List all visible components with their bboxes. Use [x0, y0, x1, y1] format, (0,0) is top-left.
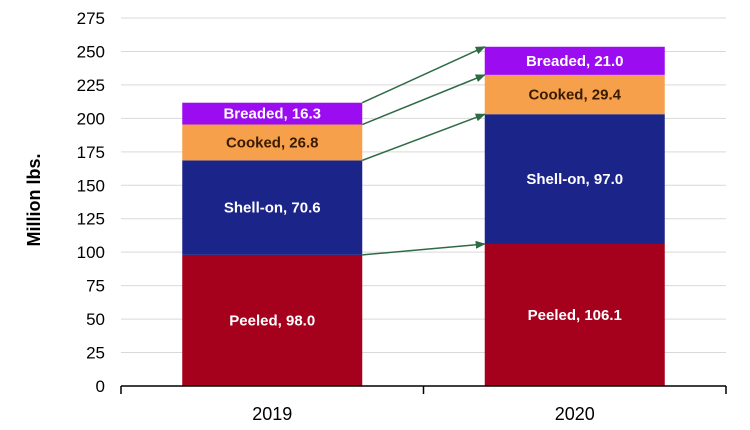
- y-tick-label: 25: [86, 344, 105, 363]
- bar-segment: [182, 102, 363, 125]
- change-arrows: [361, 46, 486, 256]
- y-tick-label: 50: [86, 310, 105, 329]
- data-label: Cooked, 26.8: [226, 134, 319, 151]
- x-tick-label: 2019: [252, 404, 292, 424]
- bar-segment: [182, 124, 363, 161]
- change-arrow: [362, 240, 486, 256]
- change-arrow: [361, 74, 486, 126]
- bar-segment: [484, 46, 665, 75]
- data-label: Shell-on, 97.0: [526, 171, 623, 188]
- y-axis-label: Million lbs.: [24, 154, 44, 247]
- y-tick-label: 175: [77, 143, 105, 162]
- data-label: Shell-on, 70.6: [224, 200, 321, 217]
- bar-segment: [182, 160, 363, 255]
- y-tick-label: 275: [77, 9, 105, 28]
- y-tick-label: 0: [96, 377, 105, 396]
- y-tick-label: 225: [77, 76, 105, 95]
- y-tick-label: 75: [86, 277, 105, 296]
- data-label: Breaded, 21.0: [526, 53, 624, 70]
- bars: Peeled, 98.0 Shell-on, 70.6 Cooked, 26.8 Br…: [182, 46, 665, 386]
- bar-segment: [484, 244, 665, 386]
- y-tick-label: 150: [77, 176, 105, 195]
- bar-segment: [484, 114, 665, 245]
- data-label: Breaded, 16.3: [223, 106, 321, 123]
- x-tick-label: 2020: [555, 404, 595, 424]
- y-tick-label: 200: [77, 109, 105, 128]
- bar-segment: [182, 254, 363, 386]
- y-tick-label: 250: [77, 42, 105, 61]
- axes: 0 25 50 75 100 125 150 175 200 225 250 275 2019 2020: [77, 9, 727, 424]
- data-label: Peeled, 106.1: [528, 307, 622, 324]
- change-arrow: [361, 46, 486, 104]
- y-tick-label: 100: [77, 243, 105, 262]
- data-label: Cooked, 29.4: [528, 87, 621, 104]
- y-tick-label: 125: [77, 210, 105, 229]
- data-label: Peeled, 98.0: [229, 312, 315, 329]
- change-arrow: [361, 113, 486, 162]
- bar-segment: [484, 74, 665, 115]
